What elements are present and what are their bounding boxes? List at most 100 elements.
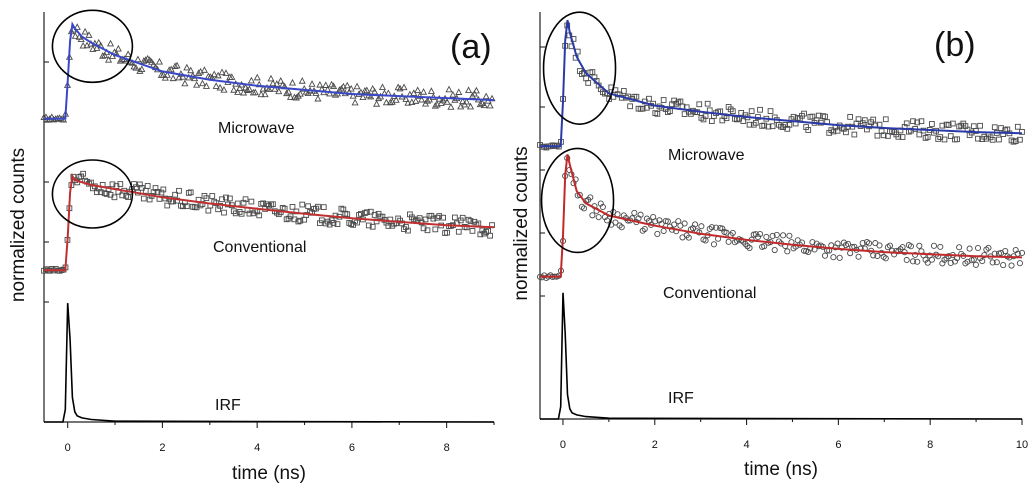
data-point — [895, 133, 902, 140]
data-point — [230, 86, 238, 93]
x-axis-label: time (ns) — [232, 463, 306, 484]
data-point — [330, 82, 338, 90]
irf-line — [540, 292, 1023, 420]
data-point — [654, 230, 661, 237]
data-point — [392, 96, 400, 103]
data-point — [746, 121, 753, 128]
data-point — [899, 134, 906, 140]
data-point — [981, 252, 988, 259]
data-point — [964, 258, 971, 265]
data-point — [109, 181, 116, 188]
data-point — [757, 106, 763, 113]
series-irf — [540, 292, 1023, 420]
data-point — [312, 89, 320, 96]
data-point — [843, 129, 849, 136]
data-point — [918, 118, 925, 125]
data-point — [671, 221, 678, 228]
data-point — [587, 194, 594, 201]
x-tick-label: 8 — [927, 439, 933, 451]
data-point — [1002, 247, 1009, 255]
data-point — [712, 224, 720, 231]
data-point — [975, 135, 981, 142]
data-point — [111, 194, 118, 201]
data-point — [297, 217, 304, 224]
data-point — [122, 56, 130, 64]
data-point — [367, 92, 375, 100]
data-point — [874, 132, 881, 139]
data-point — [214, 71, 222, 79]
data-point — [748, 108, 755, 114]
data-point — [654, 110, 661, 117]
data-point — [430, 215, 437, 222]
data-point — [907, 243, 914, 250]
data-point — [861, 117, 868, 124]
data-point — [269, 79, 277, 87]
data-point — [85, 31, 93, 38]
data-point — [400, 83, 408, 91]
data-point — [418, 95, 426, 103]
data-point — [99, 52, 107, 59]
data-point — [349, 92, 357, 99]
data-point — [910, 118, 916, 125]
data-point — [378, 83, 387, 91]
data-point — [289, 204, 296, 210]
data-point — [431, 102, 439, 109]
data-point — [451, 96, 459, 103]
data-point — [172, 191, 178, 198]
data-point — [627, 103, 633, 110]
data-point — [97, 189, 104, 195]
data-point — [363, 86, 371, 94]
annotation-ellipse — [540, 147, 615, 254]
data-point — [209, 193, 216, 199]
data-point — [175, 73, 183, 81]
data-point — [874, 252, 881, 260]
data-point — [870, 252, 877, 259]
data-point — [821, 252, 829, 259]
series-label: Conventional — [663, 285, 756, 302]
annotation-ellipse — [51, 159, 134, 229]
data-point — [298, 77, 306, 84]
data-point — [928, 256, 935, 263]
x-tick-label: 8 — [444, 442, 450, 454]
data-point — [142, 56, 150, 63]
data-point — [667, 108, 673, 114]
data-point — [704, 100, 711, 107]
panel-label: (a) — [450, 28, 492, 66]
data-point — [763, 233, 770, 240]
data-point — [465, 86, 473, 94]
series-microwave — [40, 21, 496, 123]
data-point — [259, 85, 267, 92]
data-point — [639, 105, 646, 112]
data-point — [247, 76, 255, 84]
x-tick-label: 2 — [652, 439, 658, 451]
data-point — [399, 220, 405, 227]
data-point — [801, 110, 807, 117]
data-point — [696, 101, 703, 108]
data-point — [445, 85, 453, 93]
data-point — [859, 240, 866, 247]
data-point — [838, 244, 845, 251]
data-point — [292, 93, 300, 101]
data-point — [771, 246, 778, 254]
data-point — [845, 240, 852, 248]
data-point — [106, 39, 115, 47]
data-point — [786, 121, 793, 128]
data-point — [467, 218, 474, 224]
data-point — [660, 97, 667, 103]
data-point — [105, 56, 113, 63]
data-point — [916, 131, 923, 138]
data-point — [903, 120, 910, 127]
data-point — [463, 224, 470, 231]
data-point — [947, 259, 954, 266]
data-point — [124, 50, 132, 58]
data-point — [985, 244, 992, 251]
data-point — [334, 221, 341, 227]
data-point — [277, 77, 285, 84]
data-point — [708, 224, 715, 231]
data-point — [855, 116, 862, 123]
data-point — [729, 229, 736, 236]
data-point — [851, 131, 858, 138]
data-point — [882, 116, 889, 123]
annotation-ellipse — [51, 9, 134, 84]
data-point — [436, 213, 443, 219]
